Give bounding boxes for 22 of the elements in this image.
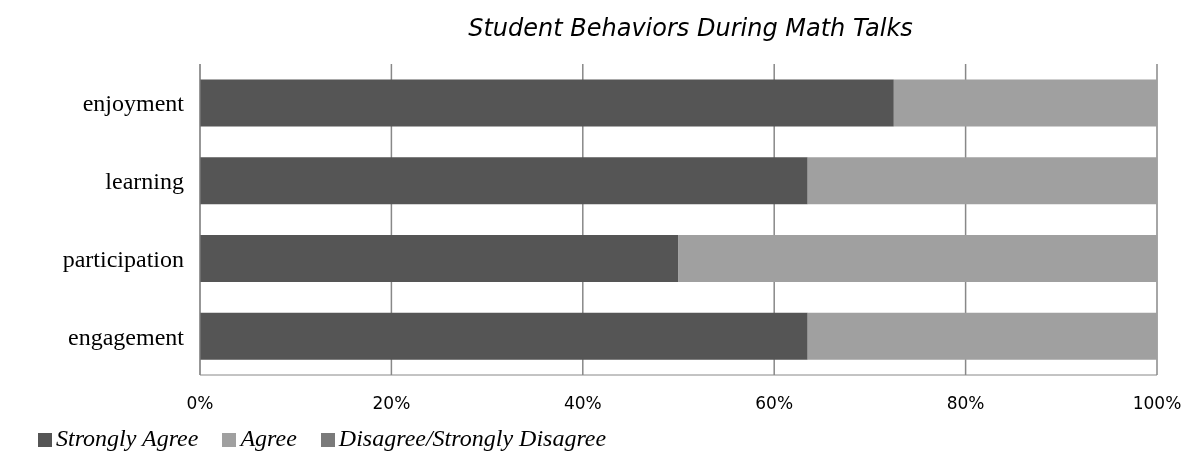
bar — [200, 157, 808, 205]
legend-label: Disagree/Strongly Disagree — [338, 425, 607, 451]
bar — [678, 235, 1157, 283]
bar — [200, 235, 679, 283]
bar — [807, 157, 1157, 205]
legend-label: Strongly Agree — [56, 425, 199, 451]
y-tick-label: learning — [105, 168, 184, 195]
chart-title: Student Behaviors During Math Talks — [467, 13, 914, 44]
legend-label: Agree — [240, 425, 297, 451]
bar — [893, 79, 1157, 127]
bar — [200, 312, 808, 360]
x-tick-label: 100% — [1132, 393, 1182, 414]
x-tick-label: 60% — [755, 393, 794, 414]
bar — [200, 79, 894, 127]
bar — [807, 312, 1157, 360]
x-tick-label: 80% — [946, 393, 985, 414]
y-tick-label: enjoyment — [82, 90, 185, 117]
x-tick-label: 0% — [186, 393, 214, 414]
x-tick-label: 20% — [372, 393, 411, 414]
x-tick-label: 40% — [563, 393, 602, 414]
y-tick-label: participation — [62, 245, 184, 272]
y-tick-label: engagement — [68, 323, 185, 350]
